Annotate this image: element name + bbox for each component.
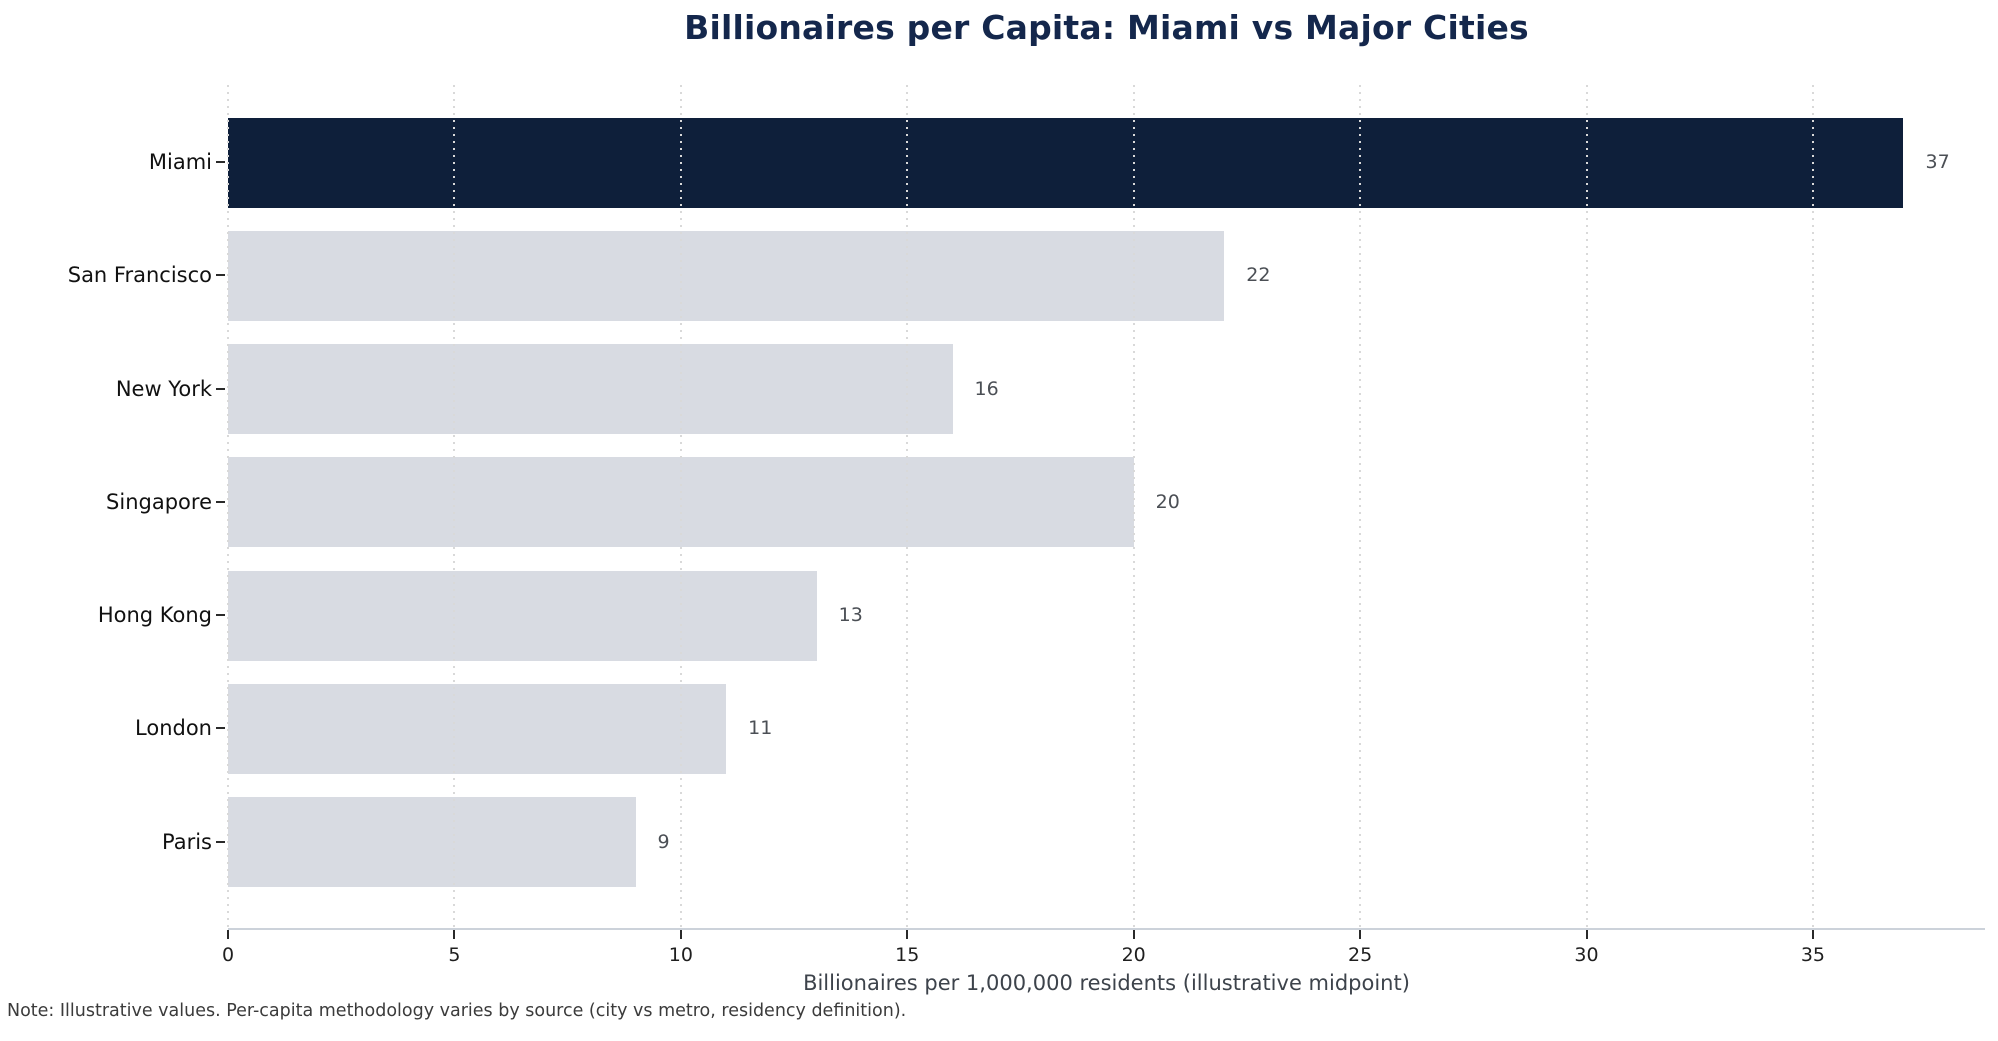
gridline <box>227 85 229 930</box>
gridline <box>1585 85 1588 930</box>
x-tick-label: 5 <box>448 944 461 966</box>
y-category-label: London <box>135 716 212 741</box>
x-tick-label: 35 <box>1800 944 1826 966</box>
x-tick-label: 10 <box>668 944 693 966</box>
y-tick <box>216 840 225 843</box>
gridline <box>679 85 682 930</box>
y-tick <box>216 387 225 390</box>
x-axis-title: Billionaires per 1,000,000 residents (il… <box>803 971 1410 995</box>
bar-value-label: 22 <box>1246 264 1271 287</box>
bar-row: London 11 <box>135 672 1985 785</box>
y-tick <box>216 614 225 617</box>
bar-row: San Francisco 22 <box>68 219 1985 332</box>
bar-row: New York 16 <box>116 333 1985 446</box>
x-tick <box>679 930 682 939</box>
bar-row: Paris 9 <box>162 786 1985 899</box>
x-tick-label: 0 <box>221 944 235 966</box>
y-category-label: Hong Kong <box>97 603 212 628</box>
bar <box>228 684 727 775</box>
bar-value-label: 13 <box>838 604 863 627</box>
x-tick <box>906 930 909 939</box>
bar-row: Singapore 20 <box>106 446 1985 559</box>
x-tick <box>1585 930 1588 939</box>
x-tick-label: 30 <box>1574 944 1599 966</box>
x-tick <box>227 930 229 939</box>
footnote: Note: Illustrative values. Per-capita me… <box>7 1001 907 1021</box>
x-tick <box>453 930 456 939</box>
bar <box>228 344 953 435</box>
x-tick <box>1359 930 1362 939</box>
chart-title: Billionaires per Capita: Miami vs Major … <box>684 8 1529 47</box>
bar-value-label: 20 <box>1155 490 1180 513</box>
bar <box>228 117 1904 208</box>
y-category-label: San Francisco <box>67 263 212 288</box>
bar-row: Hong Kong 13 <box>98 559 1985 672</box>
bar-value-label: 9 <box>657 830 670 853</box>
x-tick <box>1132 930 1135 939</box>
bar <box>228 797 636 888</box>
bars-container: Miami 37 San Francisco 22 New York 16 Singapor… <box>68 106 1985 899</box>
bar <box>228 230 1225 321</box>
y-tick <box>216 500 225 503</box>
bar <box>228 570 817 661</box>
y-category-label: New York <box>115 376 212 401</box>
bar-row: Miami 37 <box>149 106 1985 219</box>
x-tick-label: 20 <box>1121 944 1146 966</box>
y-tick <box>216 161 225 163</box>
x-tick-label: 15 <box>895 944 920 966</box>
y-category-label: Miami <box>148 150 212 174</box>
y-tick <box>216 274 225 277</box>
bar-value-label: 16 <box>974 377 999 400</box>
gridline <box>1811 85 1814 930</box>
bar-value-label: 11 <box>748 717 773 740</box>
bar-value-label: 37 <box>1925 151 1950 173</box>
x-axis-spine <box>228 928 1985 930</box>
y-tick <box>216 727 225 730</box>
gridline <box>906 85 909 930</box>
gridline <box>1359 85 1362 930</box>
y-category-label: Paris <box>162 829 212 854</box>
x-tick <box>1811 930 1814 939</box>
gridline <box>1132 85 1135 930</box>
y-category-label: Singapore <box>106 489 212 514</box>
x-tick-label: 25 <box>1347 944 1373 966</box>
gridline <box>453 85 456 930</box>
plot-area: Miami 37 San Francisco 22 New York 16 Singapor… <box>68 85 1985 930</box>
x-axis: 0 5 10 15 20 25 30 35 <box>222 928 1985 966</box>
